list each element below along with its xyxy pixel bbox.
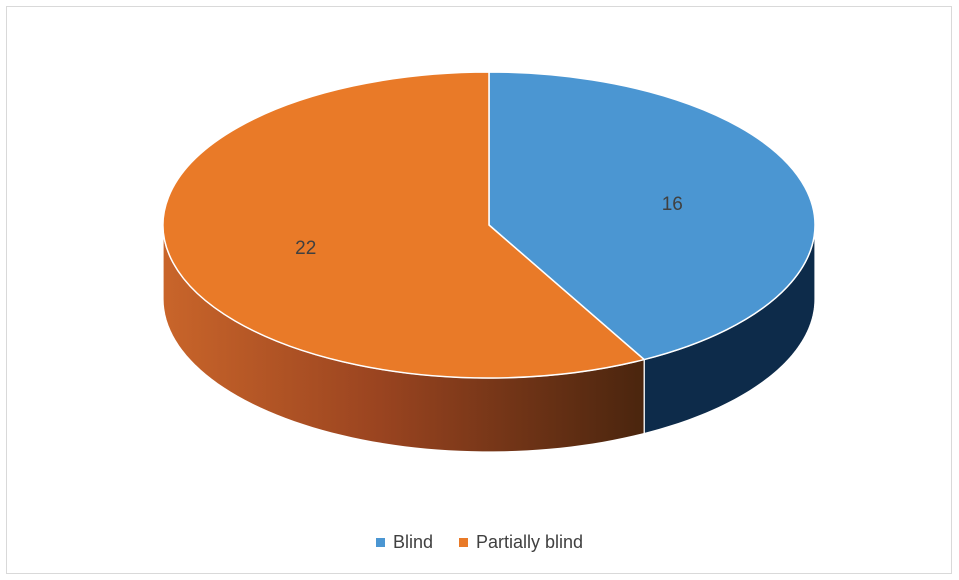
legend: Blind Partially blind: [0, 532, 959, 553]
legend-swatch: [458, 538, 468, 547]
legend-item-partially-blind: Partially blind: [458, 532, 584, 553]
pie-slice-partially-blind: [162, 71, 646, 379]
legend-swatch: [375, 538, 385, 547]
data-label-blind: 16: [662, 194, 683, 215]
legend-label: Blind: [392, 532, 433, 552]
legend-item-blind: Blind: [375, 532, 433, 553]
legend-label: Partially blind: [475, 532, 584, 552]
data-label-partially-blind: 22: [295, 238, 316, 259]
pie-slice-blind: [488, 71, 816, 361]
